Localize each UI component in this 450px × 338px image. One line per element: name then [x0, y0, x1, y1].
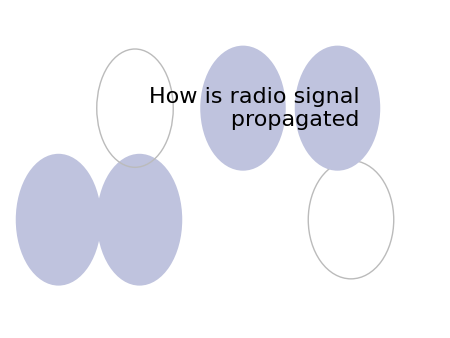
Ellipse shape — [97, 154, 182, 286]
Ellipse shape — [200, 46, 286, 171]
Text: How is radio signal
       propagated: How is radio signal propagated — [149, 87, 360, 130]
Ellipse shape — [295, 46, 380, 171]
Ellipse shape — [16, 154, 101, 286]
